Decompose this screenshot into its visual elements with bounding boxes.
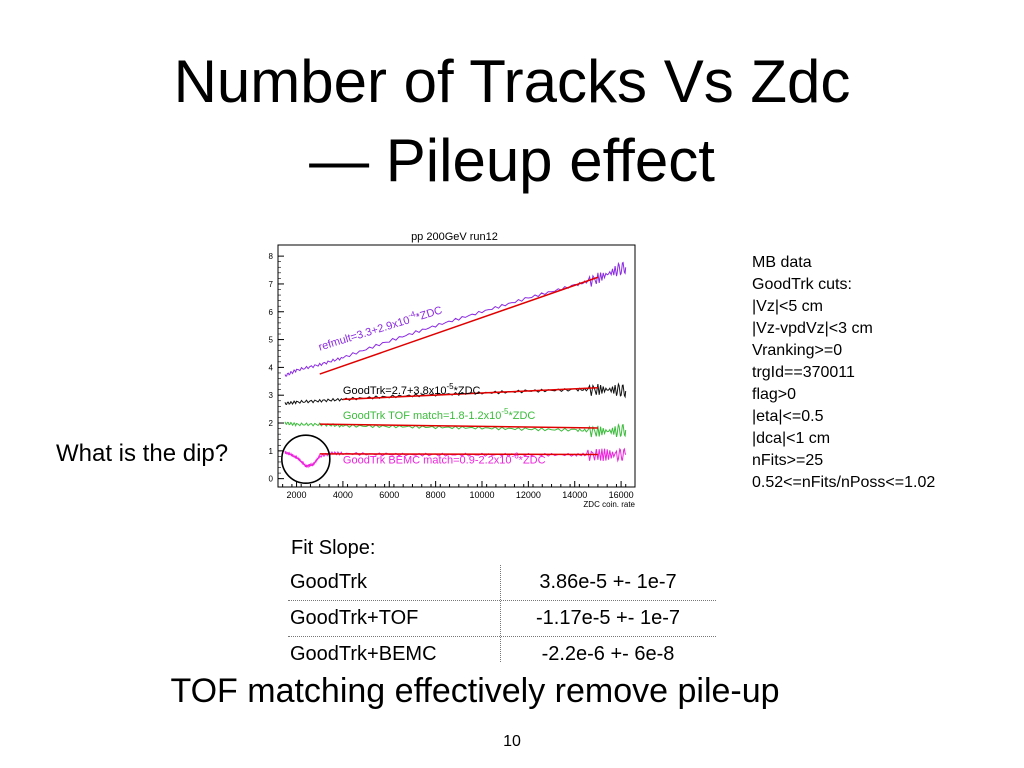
cut-item: |Vz-vpdVz|<3 cm [752, 320, 873, 337]
y-tick-label: 5 [269, 336, 274, 345]
x-tick-label: 2000 [287, 490, 307, 500]
slide-title-line1: Number of Tracks Vs Zdc [173, 48, 851, 115]
cut-item: |Vz|<5 cm [752, 298, 823, 315]
x-tick-label: 16000 [609, 490, 634, 500]
x-tick-label: 10000 [469, 490, 494, 500]
cut-item: |eta|<=0.5 [752, 408, 824, 425]
conclusion-text: TOF matching effectively remove pile-up [170, 672, 780, 710]
fit-line-refmult [319, 276, 599, 375]
cut-item: GoodTrk cuts: [752, 276, 852, 293]
x-tick-label: 12000 [516, 490, 541, 500]
x-tick-label: 8000 [426, 490, 446, 500]
x-tick-label: 4000 [333, 490, 353, 500]
table-cell-value: -1.17e-5 +- 1e-7 [536, 607, 680, 629]
fit-slope-label: Fit Slope: [291, 537, 376, 559]
table-cell-name: GoodTrk+TOF [290, 607, 419, 629]
y-tick-label: 7 [269, 280, 274, 289]
cut-item: 0.52<=nFits/nPoss<=1.02 [752, 474, 936, 491]
table-row: GoodTrk+BEMC -2.2e-6 +- 6e-8 [288, 637, 716, 672]
chart-title: pp 200GeV run12 [411, 231, 498, 243]
cut-item: flag>0 [752, 386, 797, 403]
series-goodtrk [284, 382, 627, 405]
y-tick-label: 1 [269, 447, 274, 456]
cut-item: |dca|<1 cm [752, 430, 831, 447]
y-tick-label: 0 [269, 475, 274, 484]
y-tick-label: 2 [269, 419, 274, 428]
fit-line-bemc [319, 453, 598, 456]
cut-item: nFits>=25 [752, 452, 824, 469]
dip-question: What is the dip? [56, 440, 229, 467]
series-refmult [284, 261, 627, 377]
cuts-list: MB data GoodTrk cuts: |Vz|<5 cm |Vz-vpdV… [752, 252, 935, 494]
table-row: GoodTrk 3.86e-5 +- 1e-7 [288, 565, 716, 601]
cut-item: Vranking>=0 [752, 342, 843, 359]
annotation-tof: GoodTrk TOF match=1.8-1.2x10-5*ZDC [343, 407, 536, 422]
table-row: GoodTrk+TOF -1.17e-5 +- 1e-7 [288, 601, 716, 637]
x-axis-label: ZDC coin. rate [583, 500, 635, 509]
annotation-bemc: GoodTrk BEMC match=0.9-2.2x10-6*ZDC [343, 451, 546, 466]
page-number: 10 [503, 733, 521, 750]
x-tick-label: 14000 [562, 490, 587, 500]
slide-title-line2: — Pileup effect [309, 127, 715, 194]
table-cell-name: GoodTrk [290, 571, 368, 593]
annotation-goodtrk: GoodTrk=2.7+3.8x10-5*ZDC [343, 382, 481, 397]
table-cell-value: 3.86e-5 +- 1e-7 [539, 571, 677, 593]
y-tick-label: 4 [269, 363, 274, 372]
table-cell-value: -2.2e-6 +- 6e-8 [541, 643, 675, 665]
series-tof [284, 421, 627, 438]
table-cell-name: GoodTrk+BEMC [290, 643, 437, 665]
fit-line-tof [319, 423, 598, 429]
cut-item: trgId==370011 [752, 364, 855, 381]
dip-circle [281, 434, 331, 484]
y-tick-label: 3 [269, 391, 274, 400]
y-tick-label: 6 [269, 308, 274, 317]
x-tick-label: 6000 [379, 490, 399, 500]
table-divider [500, 565, 501, 662]
y-tick-label: 8 [269, 252, 274, 261]
fit-line-goodtrk [342, 386, 598, 401]
plot-frame [277, 244, 636, 488]
cut-item: MB data [752, 254, 812, 271]
fit-slope-table: GoodTrk 3.86e-5 +- 1e-7 GoodTrk+TOF -1.1… [288, 565, 716, 672]
annotation-refmult: refmult=3.3+2.9x10-4*ZDC [316, 302, 444, 354]
